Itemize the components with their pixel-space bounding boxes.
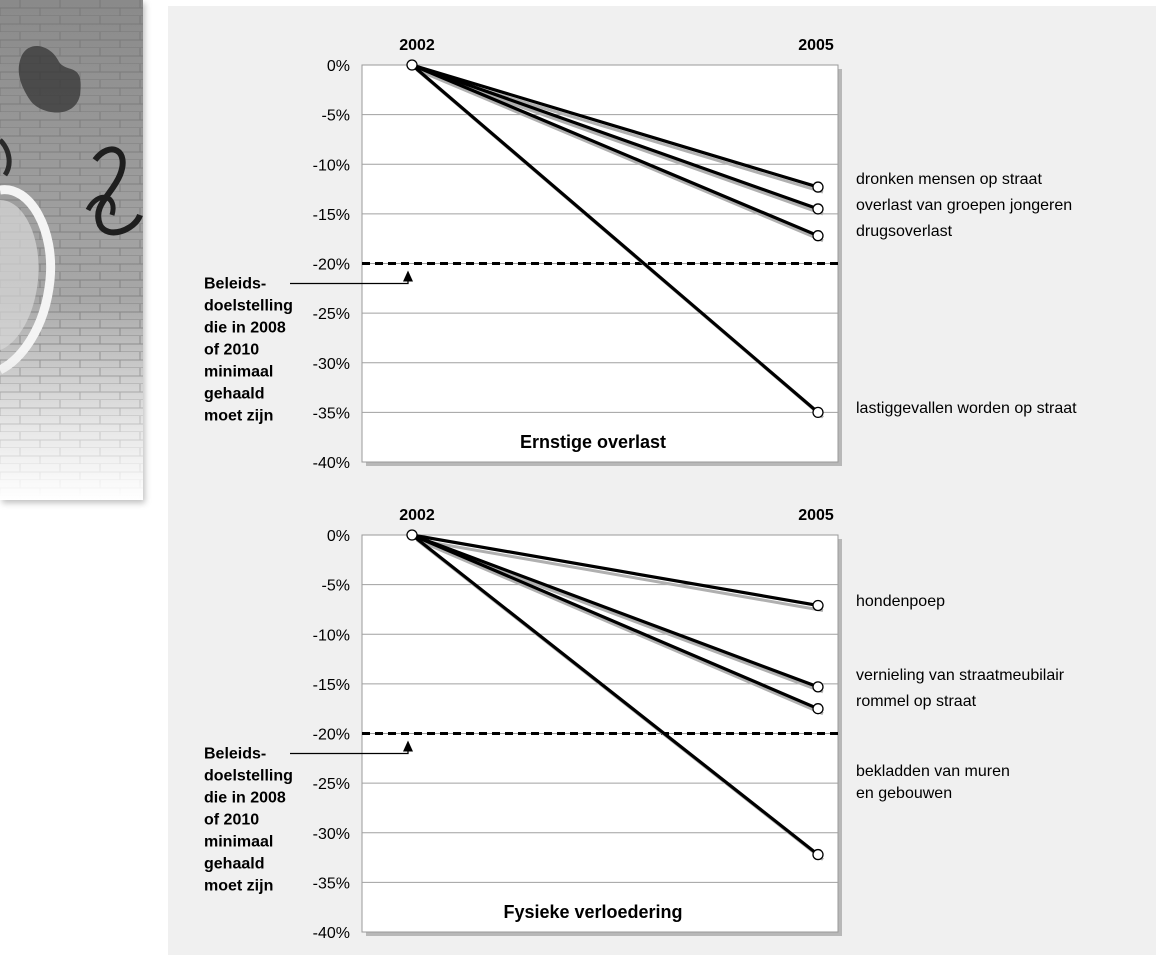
series-line-drugsoverlast: [411, 63, 819, 238]
series-line-shadow: [416, 538, 824, 716]
end-point: [812, 181, 824, 193]
series-label: drugsoverlast: [856, 223, 953, 240]
y-tick-label: -40%: [313, 455, 350, 472]
target-annotation-line: moet zijn: [204, 878, 273, 895]
series-label-line: drugsoverlast: [856, 223, 953, 240]
series-label: vernieling van straatmeubilair: [856, 667, 1065, 684]
series-line-bekladden-van-muren-en-gebouwen: [411, 533, 819, 856]
y-tick-label: -35%: [313, 405, 350, 422]
y-tick-label: -30%: [313, 356, 350, 373]
series-line-shadow: [416, 68, 824, 243]
y-tick-label: -15%: [313, 207, 350, 224]
end-point: [812, 681, 824, 693]
target-annotation-line: of 2010: [204, 812, 259, 829]
y-tick-label: -10%: [313, 627, 350, 644]
end-point: [812, 230, 824, 242]
series-line-lastiggevallen-worden-op-straat: [410, 63, 820, 414]
y-tick-label: 0%: [327, 528, 350, 545]
target-annotation: Beleids-doelstelling die in 2008 of 2010 mi…: [204, 276, 293, 425]
series-label: rommel op straat: [856, 693, 977, 710]
end-point: [812, 703, 824, 715]
graffiti-wall-image: [0, 0, 143, 500]
series-label-line: bekladden van muren: [856, 763, 1010, 780]
chart-title: Ernstige overlast: [520, 432, 666, 452]
series-label: dronken mensen op straat: [856, 171, 1042, 188]
series-label-line: dronken mensen op straat: [856, 171, 1042, 188]
target-annotation: Beleids-doelstelling die in 2008 of 2010 mi…: [204, 746, 293, 895]
graffiti-wall-photo: [0, 0, 143, 500]
series-line-overlast-van-groepen-jongeren: [411, 63, 819, 211]
series-label-line: overlast van groepen jongeren: [856, 197, 1072, 214]
chart-ernstige-overlast: 0% -5% -10% -15% -20% -25% -30% -35% -40% 2002 200…: [204, 37, 1077, 472]
target-annotation-line: of 2010: [204, 342, 259, 359]
end-point: [812, 203, 824, 215]
series-label: hondenpoep: [856, 593, 945, 610]
end-point: [812, 848, 824, 861]
target-annotation-line: die in 2008: [204, 790, 286, 807]
chart-fysieke-verloedering: 0% -5% -10% -15% -20% -25% -30% -35% -40% 2002 200…: [204, 507, 1065, 942]
series-line-rommel-op-straat: [411, 533, 819, 711]
target-annotation-line: Beleids-: [204, 746, 266, 763]
start-point: [406, 59, 418, 71]
target-annotation-line: die in 2008: [204, 320, 286, 337]
y-tick-label: -30%: [313, 826, 350, 843]
y-tick-label: -20%: [313, 727, 350, 744]
series-label-line: vernieling van straatmeubilair: [856, 667, 1065, 684]
target-annotation-line: minimaal: [204, 364, 273, 381]
x-label-end: 2005: [798, 507, 834, 524]
series-label-line: hondenpoep: [856, 593, 945, 610]
end-point: [812, 599, 824, 612]
target-annotation-line: doelstelling: [204, 298, 293, 315]
y-tick-label: -20%: [313, 257, 350, 274]
x-label-start: 2002: [399, 37, 435, 54]
series-label-line: rommel op straat: [856, 693, 977, 710]
chart-title: Fysieke verloedering: [503, 902, 682, 922]
y-tick-label: 0%: [327, 58, 350, 75]
y-tick-label: -35%: [313, 875, 350, 892]
series-label: lastiggevallen worden op straat: [856, 400, 1077, 417]
y-tick-label: -5%: [322, 578, 350, 595]
series-line-hondenpoep: [411, 533, 819, 608]
y-tick-label: -25%: [313, 306, 350, 323]
y-tick-label: -5%: [322, 108, 350, 125]
x-label-end: 2005: [798, 37, 834, 54]
annotation-arrowhead: [403, 270, 413, 282]
series-line-vernieling-van-straatmeubilair: [411, 533, 819, 689]
series-label-line: lastiggevallen worden op straat: [856, 400, 1077, 417]
target-annotation-line: gehaald: [204, 856, 264, 873]
target-annotation-line: Beleids-: [204, 276, 266, 293]
end-point: [812, 406, 824, 419]
start-point: [406, 529, 418, 541]
series-line-shadow: [416, 538, 824, 612]
series-line-dronken-mensen-op-straat: [411, 63, 819, 189]
series-label: bekladden van muren en gebouwen: [856, 763, 1010, 802]
series-label: overlast van groepen jongeren: [856, 197, 1072, 214]
series-label-line: en gebouwen: [856, 785, 952, 802]
target-annotation-line: gehaald: [204, 386, 264, 403]
x-label-start: 2002: [399, 507, 435, 524]
target-annotation-line: moet zijn: [204, 408, 273, 425]
y-tick-label: -10%: [313, 157, 350, 174]
annotation-arrowhead: [403, 740, 413, 752]
target-annotation-line: doelstelling: [204, 768, 293, 785]
y-tick-label: -15%: [313, 677, 350, 694]
y-tick-label: -40%: [313, 925, 350, 942]
y-tick-label: -25%: [313, 776, 350, 793]
target-annotation-line: minimaal: [204, 834, 273, 851]
